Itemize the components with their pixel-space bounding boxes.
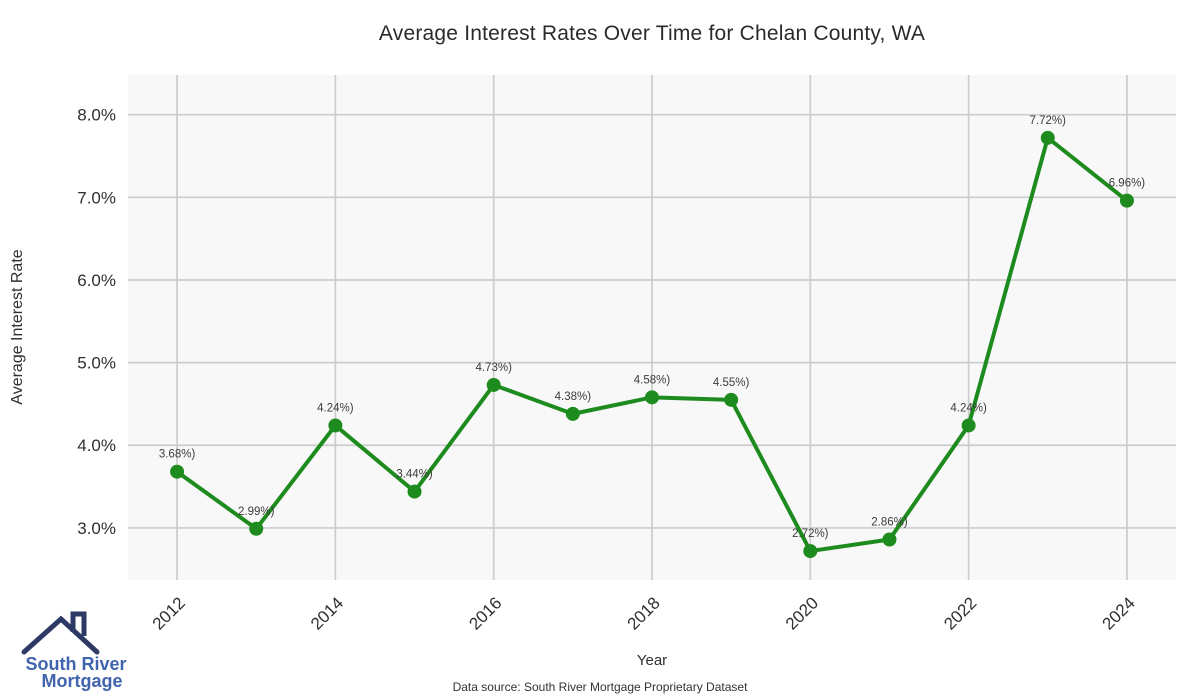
data-point-label: 3.68%): [159, 449, 196, 461]
data-point-label: 4.55%): [713, 377, 750, 389]
data-point: [803, 544, 818, 559]
x-tick-label: 2022: [940, 593, 980, 633]
data-point-label: 4.73%): [475, 362, 512, 374]
x-tick-label: 2018: [624, 593, 664, 633]
data-point-label: 2.72%): [792, 528, 829, 540]
data-point: [1040, 130, 1055, 145]
data-point-label: 6.96%): [1109, 178, 1146, 190]
data-point-label: 4.58%): [634, 374, 671, 386]
house-roof-icon: [21, 611, 100, 655]
data-point-label: 4.24%): [317, 402, 354, 414]
data-point-label: 3.44%): [396, 469, 433, 481]
data-point: [565, 406, 580, 421]
south-river-mortgage-logo: South River Mortgage: [21, 611, 127, 691]
data-point: [170, 464, 185, 479]
y-axis-label: Average Interest Rate: [9, 249, 26, 405]
x-tick-label: 2012: [149, 593, 189, 633]
data-point: [645, 390, 659, 405]
y-tick-label: 6.0%: [77, 271, 116, 290]
data-point: [724, 392, 739, 407]
data-point-label: 2.86%): [871, 517, 908, 529]
data-point-label: 4.38%): [555, 391, 592, 403]
data-point: [961, 418, 976, 433]
y-tick-label: 3.0%: [77, 519, 116, 538]
logo-line2: Mortgage: [42, 671, 123, 691]
data-point: [407, 484, 422, 499]
data-point: [882, 532, 897, 547]
y-tick-label: 8.0%: [77, 106, 116, 125]
chart-title: Average Interest Rates Over Time for Che…: [378, 22, 926, 45]
data-point: [1119, 193, 1134, 208]
x-tick-label: 2024: [1099, 593, 1139, 633]
data-point-label: 4.24%): [950, 402, 987, 414]
data-point: [328, 418, 343, 433]
x-tick-label: 2014: [307, 593, 347, 633]
data-point-label: 2.99%): [238, 506, 275, 518]
data-point: [249, 521, 264, 536]
x-tick-label: 2020: [782, 593, 822, 633]
data-point-label: 7.72%): [1030, 115, 1067, 127]
y-tick-label: 7.0%: [77, 188, 116, 207]
data-point: [486, 377, 501, 392]
data-source-note: Data source: South River Mortgage Propri…: [452, 680, 748, 694]
y-tick-label: 5.0%: [77, 354, 116, 373]
logo-line1: South River: [25, 654, 126, 674]
x-axis-label: Year: [636, 652, 668, 669]
x-tick-label: 2016: [465, 593, 505, 633]
y-tick-label: 4.0%: [77, 436, 116, 455]
